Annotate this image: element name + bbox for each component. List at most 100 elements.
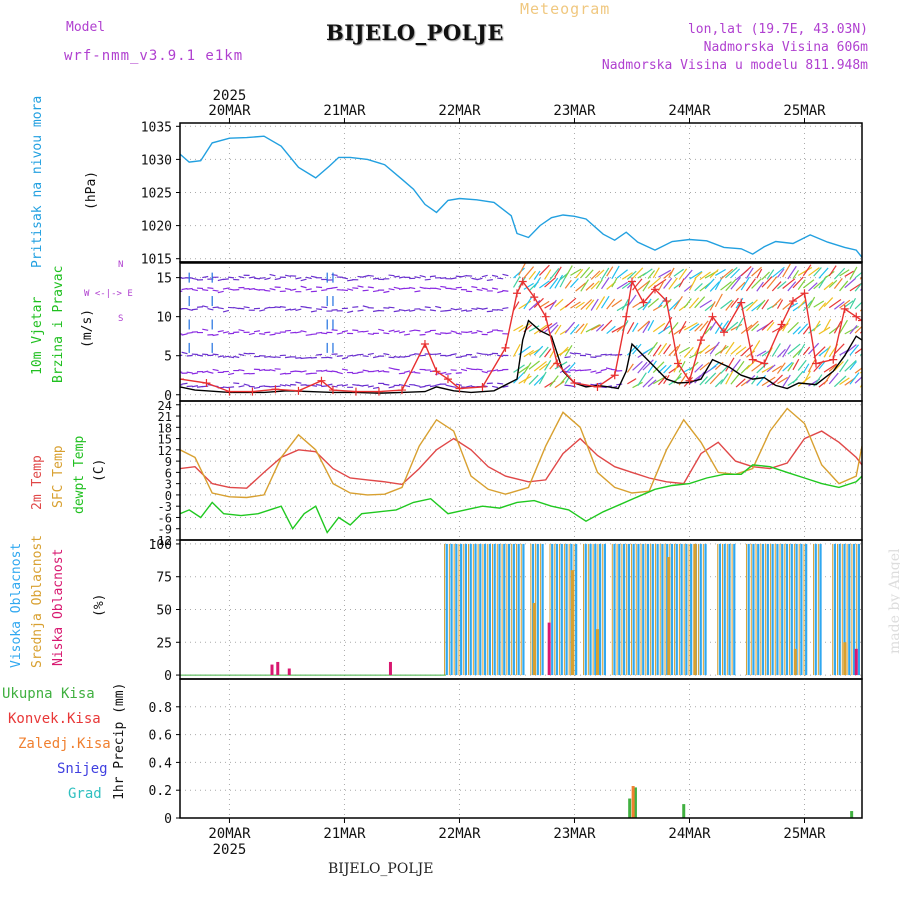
clouds-y-tick-label: 100 — [149, 538, 172, 553]
wind-arrow — [756, 350, 767, 357]
wind-arrow — [559, 364, 571, 374]
wind-arrow — [326, 370, 333, 373]
wind-arrow — [730, 344, 742, 355]
high-cloud-bar — [445, 543, 448, 676]
clouds-y-tick-label: 75 — [156, 571, 172, 586]
wind-arrow — [828, 372, 839, 385]
wind-arrow — [513, 301, 520, 311]
high-cloud-bar — [469, 543, 472, 676]
wind-arrow — [445, 332, 452, 335]
wind-arrow — [776, 362, 786, 374]
wind-arrow — [481, 287, 488, 291]
wind-arrow — [579, 369, 587, 372]
wind-arrow — [751, 340, 761, 354]
wind-arrow — [787, 321, 799, 334]
wind-arrow — [409, 286, 416, 290]
wind-arrow — [424, 287, 431, 290]
high-cloud-bar — [718, 543, 722, 676]
wind-arrow — [549, 299, 557, 311]
wind-arrow — [300, 357, 307, 360]
wind-arrow — [720, 365, 729, 375]
wind-arrow — [404, 370, 411, 373]
wind-arrow — [284, 287, 292, 291]
wind-arrow — [823, 318, 832, 332]
wind-arrow — [372, 355, 380, 359]
wind-arrow — [797, 343, 806, 356]
wind-arrow — [570, 268, 582, 276]
wind-arrow — [523, 373, 531, 384]
wind-arrow — [678, 360, 686, 373]
wind-arrow — [699, 361, 710, 371]
wind-arrow — [590, 270, 601, 280]
wind-arrow — [455, 332, 462, 335]
wind-arrow — [362, 355, 369, 358]
wind-arrow — [554, 266, 562, 278]
wind-arrow — [585, 368, 592, 371]
wind-arrow — [585, 269, 594, 279]
wind-arrow — [771, 365, 782, 373]
pressure-y-tick-label: 1015 — [141, 253, 172, 268]
wind-arrow — [497, 329, 504, 332]
high-cloud-bar — [690, 543, 693, 676]
wind-arrow — [730, 297, 739, 308]
wind-arrow — [658, 269, 672, 278]
mid-cloud-bar — [616, 543, 618, 676]
wind-arrow — [709, 281, 720, 292]
wind-arrow — [595, 371, 602, 374]
gust-marker — [443, 375, 452, 384]
wind-arrow — [471, 286, 478, 289]
high-cloud-bar — [728, 543, 731, 676]
wind-arrow — [202, 328, 209, 331]
wind-arrow — [523, 349, 534, 358]
temperature-y-tick-label: -12 — [150, 534, 172, 548]
wind-arrow — [776, 299, 784, 309]
wind-arrow — [689, 297, 700, 309]
wind-arrow — [735, 346, 747, 355]
wind-arrow — [202, 305, 209, 308]
wind-arrow — [471, 331, 478, 334]
wind-arrow — [647, 298, 660, 308]
wind-arrow — [274, 306, 281, 309]
wind-arrow — [564, 344, 573, 357]
gust-marker — [788, 297, 797, 306]
wind-arrow — [704, 372, 717, 385]
mid-cloud-bar — [568, 543, 570, 676]
high-cloud-bar — [670, 543, 674, 676]
wind-arrow — [486, 279, 493, 282]
mid-cloud-bar — [506, 543, 508, 676]
wind-arrow — [455, 383, 462, 386]
high-cloud-bar — [618, 543, 621, 676]
wind-arrow — [341, 356, 349, 360]
mid-cloud-bar — [645, 543, 647, 676]
wind-arrow — [414, 384, 421, 388]
wind-arrow — [854, 325, 862, 334]
wind-arrow — [678, 320, 687, 334]
gust-marker — [673, 359, 682, 368]
wind-arrow — [844, 325, 859, 335]
mid-cloud-bar — [755, 543, 757, 676]
wind-arrow — [802, 363, 810, 374]
wind-arrow — [486, 353, 493, 356]
high-cloud-bar — [484, 543, 487, 676]
wind-arrow — [310, 275, 317, 279]
wind-arrow — [600, 295, 610, 309]
wind-arrow — [756, 299, 766, 311]
wind-arrow — [725, 357, 735, 372]
wind-arrow — [347, 310, 354, 314]
high-cloud-bar — [503, 543, 506, 676]
wind-arrow — [440, 310, 447, 312]
wind-arrow — [321, 369, 328, 372]
wind-arrow — [647, 341, 658, 356]
wind-arrow — [419, 385, 426, 388]
wind-arrow — [745, 359, 757, 370]
wind-arrow — [393, 275, 400, 278]
wind-arrow — [683, 269, 693, 280]
wind-arrow — [228, 355, 235, 359]
wind-arrow — [497, 369, 504, 372]
wind-arrow — [668, 321, 679, 335]
wind-arrow — [699, 344, 711, 355]
mid_cloud-bar — [532, 602, 536, 676]
high-cloud-bar — [781, 543, 784, 676]
mid-cloud-bar — [530, 543, 532, 676]
